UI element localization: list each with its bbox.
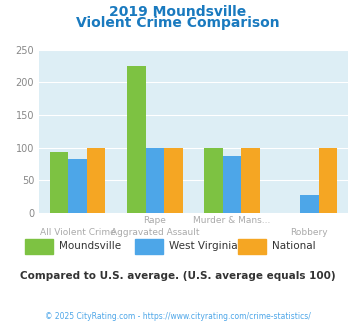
- Text: All Violent Crime: All Violent Crime: [40, 228, 115, 237]
- Text: Robbery: Robbery: [290, 228, 328, 237]
- Bar: [300, 195, 318, 213]
- Bar: [50, 152, 69, 213]
- Bar: [223, 156, 241, 213]
- Bar: [164, 148, 183, 213]
- Bar: [241, 148, 260, 213]
- Bar: [69, 159, 87, 213]
- Text: © 2025 CityRating.com - https://www.cityrating.com/crime-statistics/: © 2025 CityRating.com - https://www.city…: [45, 312, 310, 321]
- Text: Violent Crime Comparison: Violent Crime Comparison: [76, 16, 279, 30]
- Bar: [87, 148, 105, 213]
- Text: Murder & Mans...: Murder & Mans...: [193, 216, 271, 225]
- Bar: [146, 148, 164, 213]
- Text: 2019 Moundsville: 2019 Moundsville: [109, 5, 246, 19]
- Text: Compared to U.S. average. (U.S. average equals 100): Compared to U.S. average. (U.S. average …: [20, 271, 335, 280]
- Text: National: National: [272, 241, 315, 251]
- Text: West Virginia: West Virginia: [169, 241, 237, 251]
- Text: Moundsville: Moundsville: [59, 241, 121, 251]
- Text: Rape: Rape: [143, 216, 166, 225]
- Bar: [318, 148, 337, 213]
- Text: Aggravated Assault: Aggravated Assault: [111, 228, 199, 237]
- Bar: [204, 148, 223, 213]
- Bar: [127, 66, 146, 213]
